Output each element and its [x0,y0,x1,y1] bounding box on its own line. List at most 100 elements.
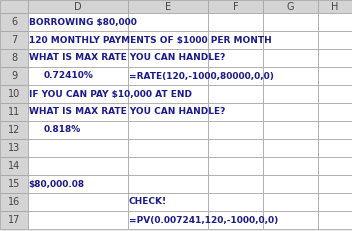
Bar [263,67,318,85]
Bar [263,211,318,229]
Bar [28,49,128,67]
Bar [28,175,128,193]
Bar [208,211,263,229]
Bar [318,0,352,13]
Bar [263,175,318,193]
Bar [208,67,263,85]
Bar [128,157,208,175]
Bar [263,13,318,31]
Text: 14: 14 [8,161,20,171]
Bar [318,175,352,193]
Text: BORROWING $80,000: BORROWING $80,000 [29,18,137,27]
Bar [318,211,352,229]
Bar [208,139,263,157]
Text: $80,000.08: $80,000.08 [29,179,85,188]
Bar [128,67,208,85]
Text: D: D [74,1,82,12]
Bar [208,85,263,103]
Bar [208,193,263,211]
Text: WHAT IS MAX RATE YOU CAN HANDLE?: WHAT IS MAX RATE YOU CAN HANDLE? [29,54,225,63]
Bar [318,67,352,85]
Bar [28,139,128,157]
Text: 6: 6 [11,17,17,27]
Text: 17: 17 [8,215,20,225]
Bar [28,13,128,31]
Bar [128,13,208,31]
Bar [0,139,28,157]
Bar [318,193,352,211]
Bar [28,85,128,103]
Bar [263,85,318,103]
Bar [128,31,208,49]
Text: 10: 10 [8,89,20,99]
Bar [28,67,128,85]
Bar [318,103,352,121]
Bar [263,49,318,67]
Bar [128,175,208,193]
Bar [128,121,208,139]
Text: =RATE(120,-1000,80000,0,0): =RATE(120,-1000,80000,0,0) [129,72,274,80]
Bar [0,175,28,193]
Bar [318,49,352,67]
Text: 0.72410%: 0.72410% [44,72,94,80]
Text: CHECK!: CHECK! [129,198,167,207]
Bar [318,121,352,139]
Text: =PV(0.007241,120,-1000,0,0): =PV(0.007241,120,-1000,0,0) [129,216,278,225]
Bar [128,49,208,67]
Bar [28,103,128,121]
Bar [263,157,318,175]
Text: 0.818%: 0.818% [44,125,81,134]
Text: 120 MONTHLY PAYMENTS OF $1000 PER MONTH: 120 MONTHLY PAYMENTS OF $1000 PER MONTH [29,36,271,45]
Text: IF YOU CAN PAY $10,000 AT END: IF YOU CAN PAY $10,000 AT END [29,89,192,98]
Bar [208,157,263,175]
Bar [318,157,352,175]
Bar [0,157,28,175]
Bar [263,139,318,157]
Bar [28,121,128,139]
Bar [318,139,352,157]
Bar [28,157,128,175]
Bar [263,193,318,211]
Bar [0,67,28,85]
Bar [208,175,263,193]
Bar [28,0,128,13]
Bar [263,121,318,139]
Text: E: E [165,1,171,12]
Text: 12: 12 [8,125,20,135]
Bar [128,139,208,157]
Bar [128,103,208,121]
Bar [318,13,352,31]
Bar [208,13,263,31]
Text: 15: 15 [8,179,20,189]
Bar [0,49,28,67]
Bar [128,211,208,229]
Bar [28,31,128,49]
Bar [263,31,318,49]
Bar [208,121,263,139]
Bar [0,0,28,13]
Text: 9: 9 [11,71,17,81]
Bar [0,211,28,229]
Bar [208,103,263,121]
Bar [318,85,352,103]
Text: G: G [287,1,294,12]
Text: 7: 7 [11,35,17,45]
Text: 16: 16 [8,197,20,207]
Bar [0,103,28,121]
Bar [28,211,128,229]
Bar [208,49,263,67]
Text: F: F [233,1,238,12]
Bar [318,31,352,49]
Bar [128,0,208,13]
Text: 13: 13 [8,143,20,153]
Bar [263,103,318,121]
Text: H: H [331,1,339,12]
Bar [0,193,28,211]
Text: 8: 8 [11,53,17,63]
Bar [128,85,208,103]
Bar [263,0,318,13]
Bar [208,31,263,49]
Text: 11: 11 [8,107,20,117]
Bar [0,31,28,49]
Bar [28,193,128,211]
